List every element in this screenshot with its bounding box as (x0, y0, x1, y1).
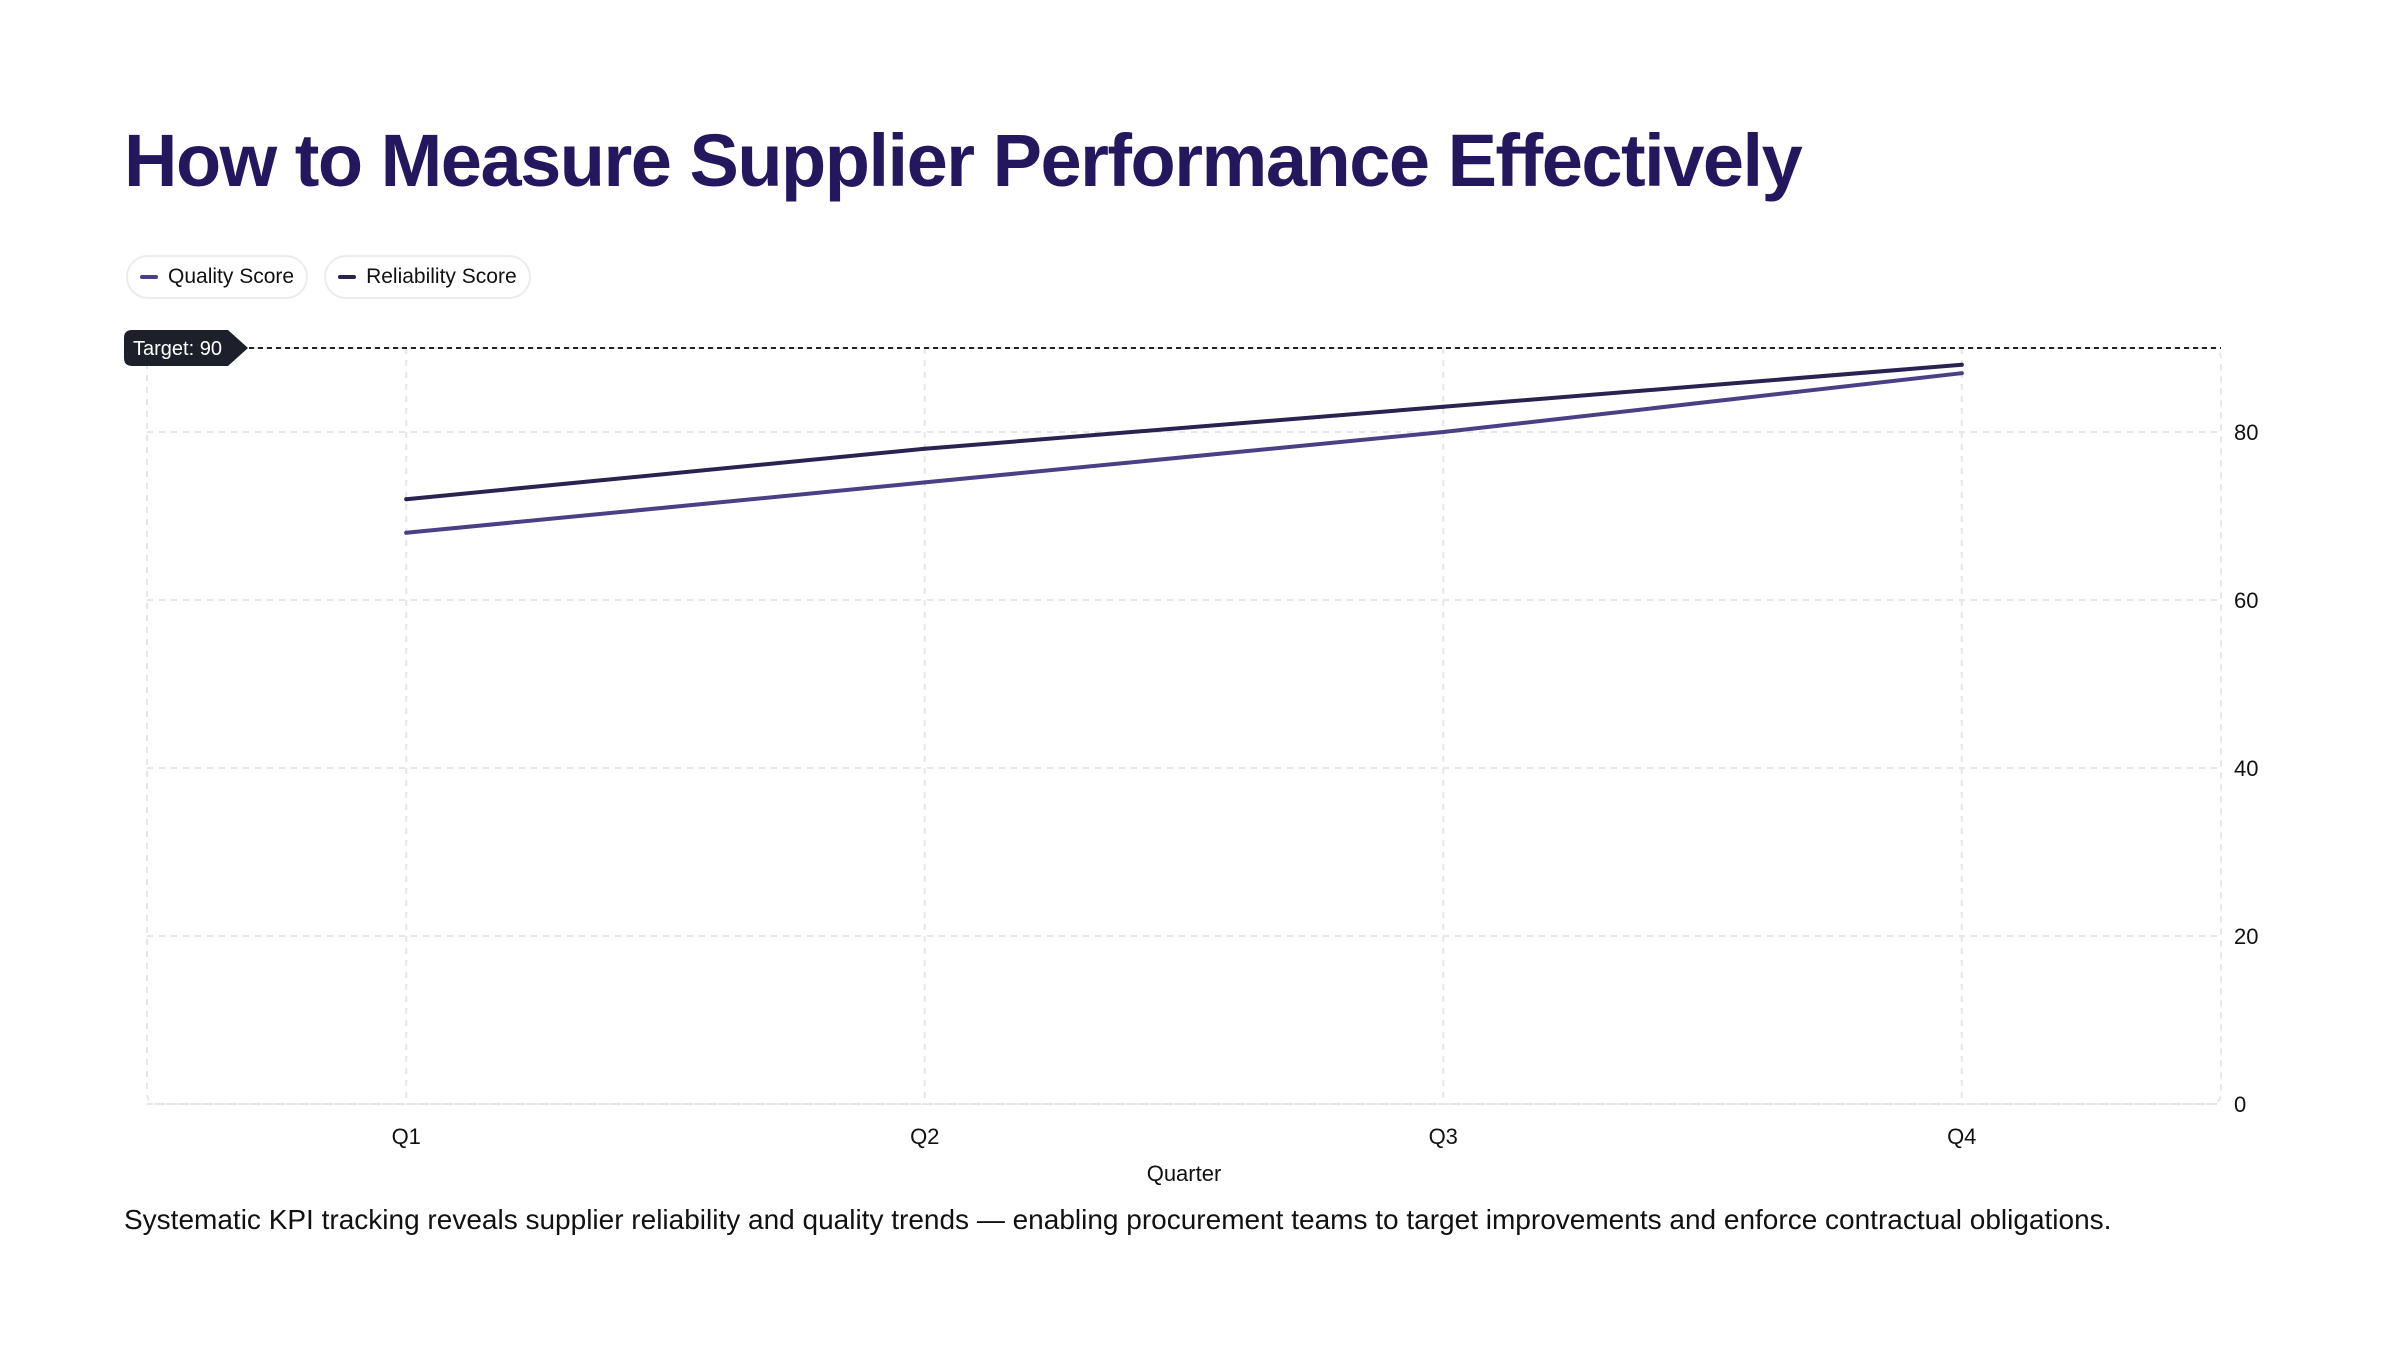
legend-item-quality-score[interactable]: Quality Score (126, 255, 309, 299)
data-point (1441, 430, 1446, 434)
page-title: How to Measure Supplier Performance Effe… (124, 119, 1803, 202)
series-line-reliability-score (404, 362, 1964, 502)
target-label: Target: 90 (133, 338, 222, 360)
y-tick-label: 0 (2234, 1092, 2246, 1117)
x-tick-label: Q3 (1429, 1124, 1458, 1149)
y-tick-label: 20 (2234, 924, 2258, 949)
x-tick-label: Q2 (910, 1124, 939, 1149)
target-badge (124, 330, 248, 366)
quality-score-swatch-icon (140, 275, 158, 279)
data-point (1959, 362, 1964, 367)
plot-frame (146, 347, 2222, 1105)
data-point (1441, 404, 1446, 409)
legend-label: Reliability Score (366, 265, 517, 288)
data-point (922, 446, 927, 451)
line-chart: 0 20 40 60 80 Q1 Q2 Q3 Q4 Quarter Target: 90 (124, 330, 2258, 1186)
chart-legend: Quality Score Reliability Score (126, 255, 531, 299)
data-point (404, 530, 409, 535)
y-tick-label: 40 (2234, 756, 2258, 781)
series-line-quality-score (404, 371, 1964, 535)
y-tick-label: 80 (2234, 420, 2258, 445)
chart-caption: Systematic KPI tracking reveals supplier… (124, 1204, 2112, 1235)
x-axis-label: Quarter (1147, 1161, 1222, 1186)
y-tick-label: 60 (2234, 588, 2258, 613)
legend-label: Quality Score (168, 265, 295, 288)
x-tick-label: Q4 (1947, 1124, 1976, 1149)
data-point (922, 480, 927, 485)
data-point (1959, 371, 1964, 376)
x-tick-label: Q1 (392, 1124, 421, 1149)
reliability-score-swatch-icon (338, 275, 357, 279)
legend-item-reliability-score[interactable]: Reliability Score (324, 255, 531, 299)
data-point (404, 497, 409, 502)
